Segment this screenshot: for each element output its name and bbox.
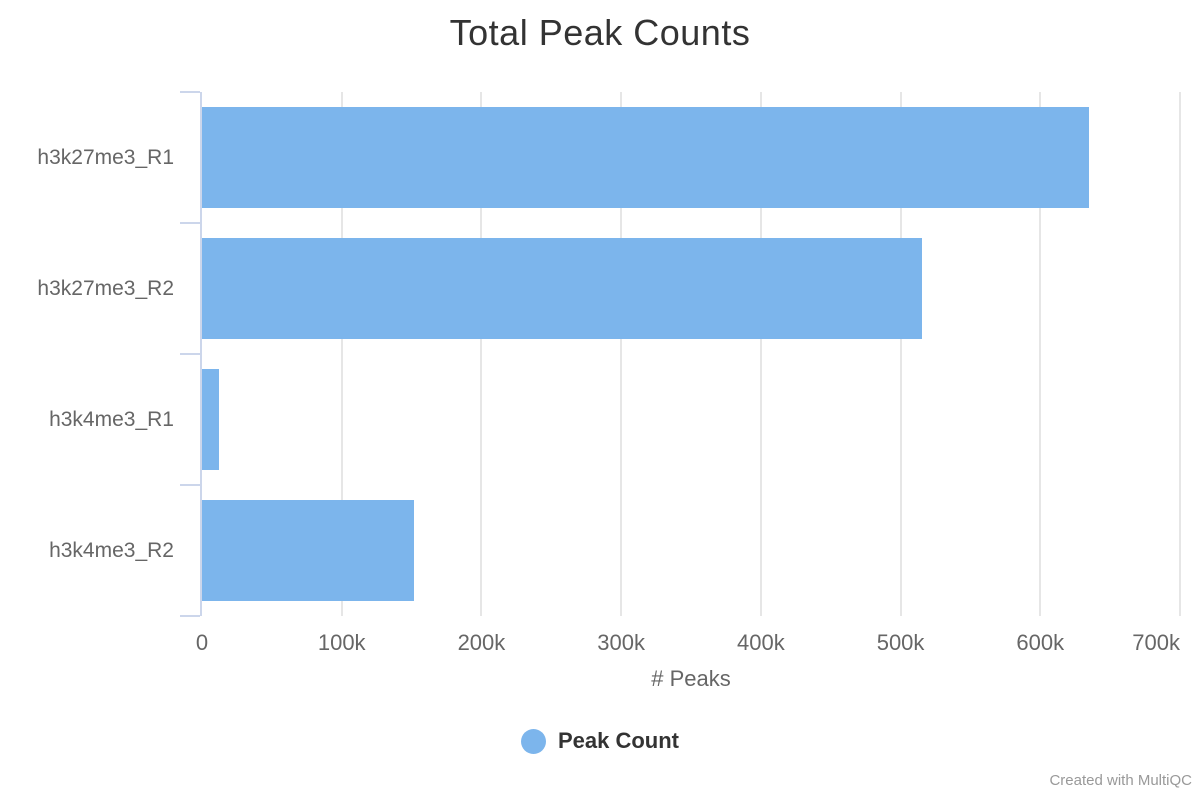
bar-h3k27me3_R1[interactable] [202, 107, 1090, 208]
bar-h3k4me3_R1[interactable] [202, 369, 219, 470]
y-axis-tick [180, 615, 200, 617]
y-axis-label-h3k27me3_R2: h3k27me3_R2 [37, 276, 174, 300]
gridline [340, 92, 343, 616]
bar-h3k27me3_R2[interactable] [202, 238, 922, 339]
y-axis-label-h3k27me3_R1: h3k27me3_R1 [37, 145, 174, 169]
gridline [759, 92, 762, 616]
gridline [480, 92, 483, 616]
chart-title: Total Peak Counts [449, 12, 751, 53]
bar-h3k4me3_R2[interactable] [202, 500, 415, 601]
y-axis-label-h3k4me3_R2: h3k4me3_R2 [49, 538, 174, 562]
gridline [1039, 92, 1042, 616]
x-axis-tick-label: 600k [1016, 630, 1065, 655]
gridline [620, 92, 623, 616]
x-axis-tick-label: 200k [457, 630, 506, 655]
x-axis-tick-label: 300k [597, 630, 645, 655]
legend: Peak Count [0, 728, 1200, 754]
legend-item-peak-count[interactable]: Peak Count [520, 728, 680, 754]
y-axis-tick [180, 91, 200, 93]
y-axis-label-h3k4me3_R1: h3k4me3_R1 [49, 407, 174, 431]
y-axis-tick [180, 484, 200, 486]
y-axis-tick [180, 353, 200, 355]
x-axis-tick-label: 700k [1132, 630, 1180, 655]
gridline [1179, 92, 1181, 616]
legend-marker-icon [520, 728, 546, 754]
x-axis-tick-label: 400k [736, 630, 785, 655]
legend-item-label: Peak Count [557, 728, 680, 753]
y-axis-tick [180, 222, 200, 224]
x-axis-tick-label: 500k [876, 630, 925, 655]
multiqc-credit: Created with MultiQC [1049, 772, 1192, 789]
y-axis-line [200, 92, 202, 616]
x-axis-title: # Peaks [651, 666, 731, 691]
x-axis-tick-label: 100k [317, 630, 366, 655]
x-axis-tick-label: 0 [195, 630, 209, 655]
gridline [899, 92, 902, 616]
